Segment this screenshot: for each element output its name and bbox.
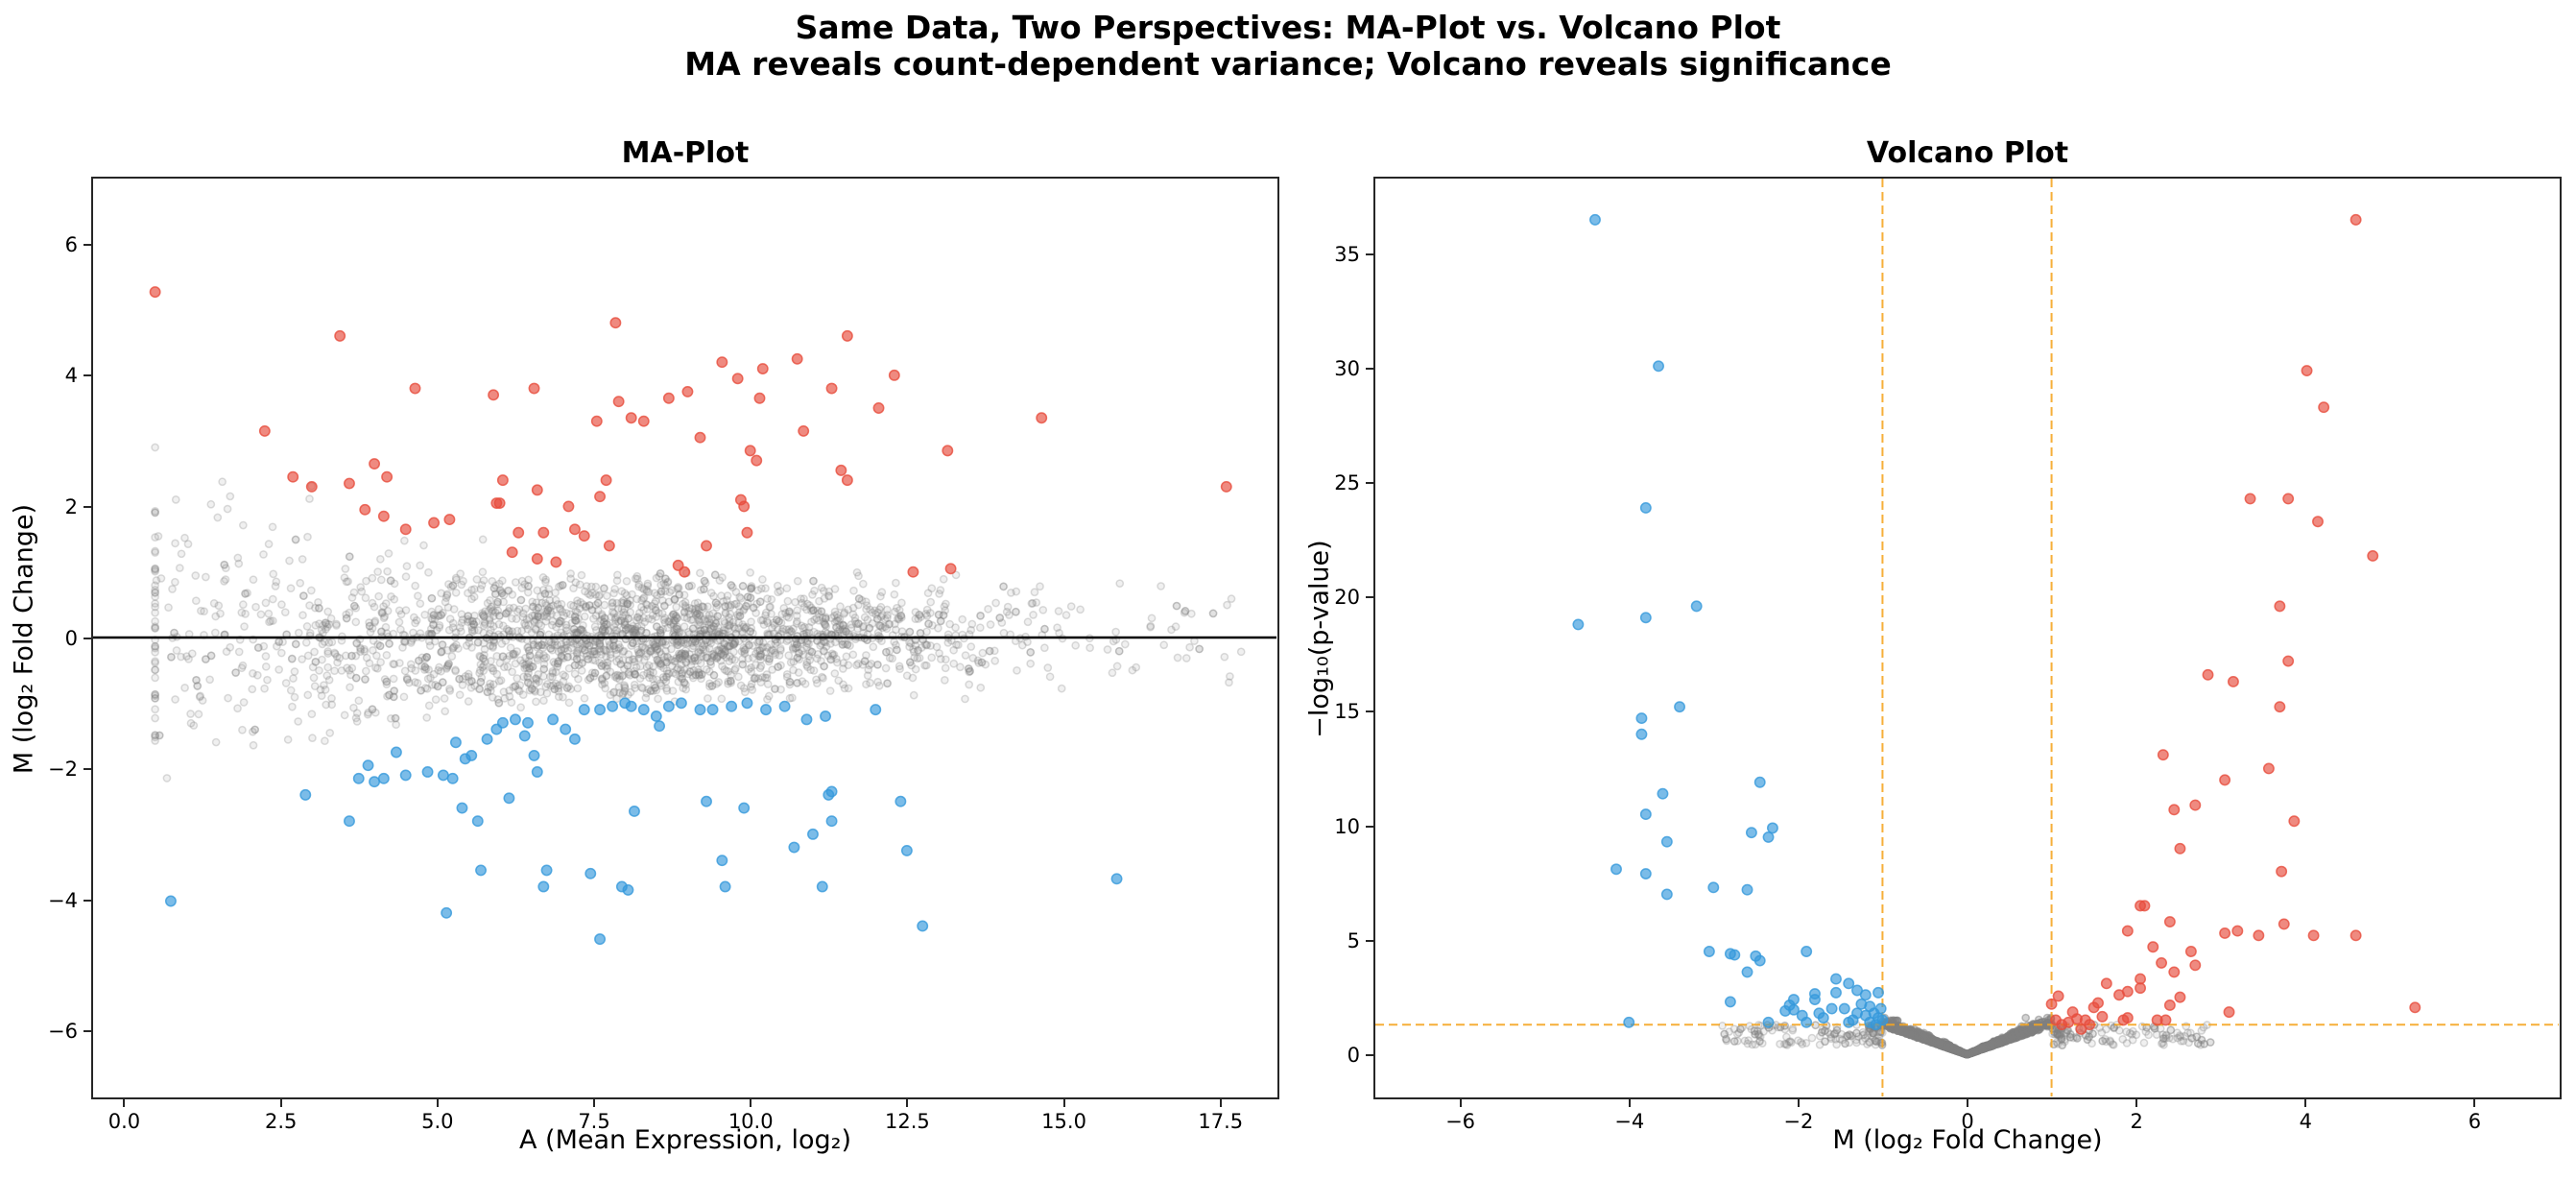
y-tick-label: −2 [48, 758, 78, 782]
y-tick [83, 637, 91, 639]
x-tick [1967, 1099, 1968, 1107]
x-tick-label: −6 [1445, 1110, 1476, 1133]
y-tick-label: −6 [48, 1020, 78, 1044]
x-tick-label: 10.0 [727, 1110, 774, 1133]
volcano-plot-axes [1373, 177, 2562, 1099]
x-tick [2473, 1099, 2476, 1107]
x-tick [2304, 1099, 2307, 1107]
x-tick-label: −2 [1783, 1110, 1814, 1133]
y-tick [1366, 253, 1373, 256]
figure-title: Same Data, Two Perspectives: MA-Plot vs.… [795, 9, 1781, 46]
y-tick-label: 0 [1347, 1043, 1360, 1067]
x-tick [593, 1099, 596, 1107]
y-tick [83, 374, 91, 377]
volcano-plot-ylabel: −log₁₀(p-value) [1304, 540, 1335, 738]
y-tick [1366, 368, 1373, 371]
x-tick-label: 7.5 [578, 1110, 610, 1133]
x-tick-label: 5.0 [421, 1110, 454, 1133]
x-tick [2135, 1099, 2138, 1107]
y-tick [83, 1030, 91, 1033]
y-tick [1366, 710, 1373, 713]
x-tick-label: 4 [2299, 1110, 2312, 1133]
ma-plot-ylabel: M (log₂ Fold Change) [9, 503, 39, 775]
y-tick-label: 30 [1334, 357, 1360, 381]
x-tick [123, 1099, 126, 1107]
volcano-nonsignificant-points [1718, 1013, 2215, 1059]
x-tick-label: 2.5 [264, 1110, 298, 1133]
x-tick-label: 12.5 [885, 1110, 930, 1133]
x-tick-label: 0.0 [107, 1110, 141, 1133]
x-tick-label: 0 [1961, 1110, 1974, 1133]
x-tick [436, 1099, 439, 1107]
y-tick-label: 2 [64, 494, 78, 518]
y-tick [1366, 596, 1373, 599]
ma-plot-title: MA-Plot [621, 136, 750, 170]
y-tick [1366, 482, 1373, 485]
x-tick [1459, 1099, 1462, 1107]
y-tick [83, 243, 91, 246]
y-tick-label: 10 [1334, 814, 1360, 838]
x-tick [1219, 1099, 1222, 1107]
figure-subtitle: MA reveals count-dependent variance; Vol… [684, 45, 1892, 83]
ma-plot-axes [91, 177, 1279, 1099]
y-tick-label: 5 [1347, 928, 1360, 952]
x-tick [1797, 1099, 1800, 1107]
ma-nonsignificant-points [151, 443, 1246, 783]
x-tick-label: 17.5 [1198, 1110, 1244, 1133]
y-tick-label: 20 [1334, 586, 1360, 610]
volcano-plot-xlabel: M (log₂ Fold Change) [1832, 1125, 2103, 1155]
y-tick [1366, 825, 1373, 828]
ma-down-points [164, 697, 1123, 946]
x-tick [906, 1099, 909, 1107]
volcano-up-points [2045, 213, 2421, 1035]
y-tick-label: −4 [48, 888, 78, 912]
y-tick [1366, 1053, 1373, 1056]
x-tick-label: 15.0 [1041, 1110, 1086, 1133]
ma-plot-canvas [93, 286, 1276, 946]
y-tick [1366, 939, 1373, 942]
x-tick-label: 6 [2468, 1110, 2482, 1133]
volcano-plot-title: Volcano Plot [1866, 136, 2069, 170]
x-tick [750, 1099, 752, 1107]
x-tick [1628, 1099, 1631, 1107]
ma-plot-xlabel: A (Mean Expression, log₂) [519, 1125, 851, 1155]
y-tick [83, 899, 91, 902]
ma-up-points [149, 286, 1232, 578]
y-tick-label: 35 [1334, 243, 1360, 267]
y-tick-label: 6 [64, 232, 78, 256]
y-tick-label: 25 [1334, 471, 1360, 495]
x-tick [279, 1099, 282, 1107]
y-tick [83, 505, 91, 508]
volcano-plot-canvas [1375, 179, 2559, 1096]
y-tick-label: 4 [64, 364, 78, 388]
y-tick [83, 768, 91, 771]
volcano-down-points [1572, 213, 1889, 1031]
y-tick-label: 15 [1334, 700, 1360, 724]
x-tick-label: 2 [2130, 1110, 2143, 1133]
y-tick-label: 0 [64, 626, 78, 650]
x-tick [1062, 1099, 1065, 1107]
x-tick-label: −4 [1614, 1110, 1645, 1133]
